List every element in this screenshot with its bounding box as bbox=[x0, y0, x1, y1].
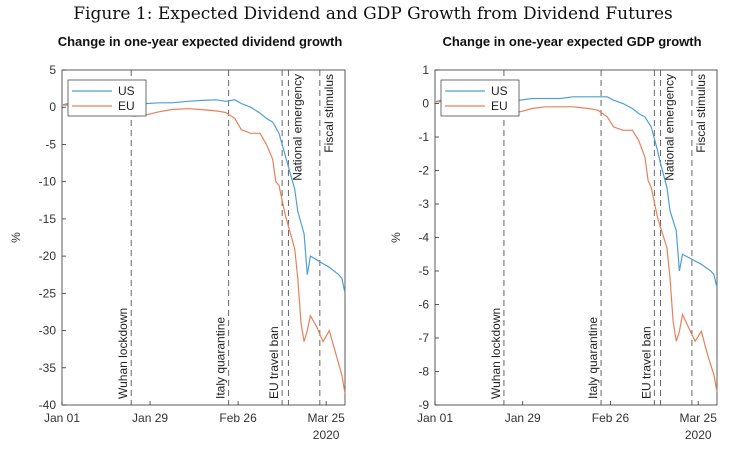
y-tick-label: -9 bbox=[418, 398, 429, 412]
y-tick-label: 0 bbox=[422, 97, 429, 111]
chart-title: Change in one-year expected dividend gro… bbox=[58, 34, 343, 49]
y-tick-label: -35 bbox=[39, 361, 57, 375]
chart-panel-1: Change in one-year expected dividend gro… bbox=[9, 34, 346, 442]
event-label: Fiscal stimulus bbox=[694, 74, 708, 153]
event-label: National emergency bbox=[663, 74, 677, 181]
legend-label-us: US bbox=[491, 84, 508, 98]
legend-label-eu: EU bbox=[491, 99, 508, 113]
figure-caption: Figure 1: Expected Dividend and GDP Grow… bbox=[73, 4, 673, 24]
x-tick-label: Feb 26 bbox=[592, 411, 630, 425]
event-label: Fiscal stimulus bbox=[322, 74, 336, 153]
y-tick-label: -15 bbox=[39, 212, 57, 226]
y-tick-label: 0 bbox=[49, 100, 56, 114]
y-tick-label: -10 bbox=[39, 175, 57, 189]
event-label: Italy quarantine bbox=[214, 317, 228, 399]
event-label: EU travel ban bbox=[639, 326, 653, 399]
y-tick-label: -5 bbox=[418, 264, 429, 278]
y-axis-label: % bbox=[389, 232, 403, 243]
x-tick-label: Jan 29 bbox=[132, 411, 168, 425]
chart-panel-2: Change in one-year expected GDP growth% 1… bbox=[389, 34, 718, 442]
x-tick-label: Jan 29 bbox=[505, 411, 541, 425]
y-tick-label: 5 bbox=[49, 63, 56, 77]
x-year-label: 2020 bbox=[685, 428, 712, 442]
event-label: National emergency bbox=[290, 74, 304, 181]
legend-box bbox=[440, 79, 520, 117]
y-tick-label: -30 bbox=[39, 324, 57, 338]
x-year-label: 2020 bbox=[313, 428, 340, 442]
y-tick-label: -6 bbox=[418, 298, 429, 312]
event-label: Wuhan lockdown bbox=[116, 308, 130, 399]
y-tick-label: -4 bbox=[418, 231, 429, 245]
y-tick-label: -8 bbox=[418, 365, 429, 379]
x-tick-label: Mar 25 bbox=[680, 411, 718, 425]
y-tick-label: -1 bbox=[418, 130, 429, 144]
y-axis-label: % bbox=[9, 232, 23, 243]
y-tick-label: -40 bbox=[39, 398, 57, 412]
event-label: Wuhan lockdown bbox=[489, 308, 503, 399]
x-tick-label: Feb 26 bbox=[219, 411, 257, 425]
chart-title: Change in one-year expected GDP growth bbox=[442, 34, 701, 49]
x-tick-label: Mar 25 bbox=[307, 411, 345, 425]
x-tick-label: Jan 01 bbox=[417, 411, 453, 425]
legend-box bbox=[67, 79, 147, 117]
legend-label-us: US bbox=[118, 84, 135, 98]
y-tick-label: 1 bbox=[422, 63, 429, 77]
plot-frame bbox=[61, 69, 346, 406]
y-tick-label: -7 bbox=[418, 331, 429, 345]
y-tick-label: -3 bbox=[418, 197, 429, 211]
event-label: EU travel ban bbox=[267, 326, 281, 399]
y-tick-label: -20 bbox=[39, 249, 57, 263]
y-tick-label: -5 bbox=[45, 137, 56, 151]
y-tick-label: -2 bbox=[418, 164, 429, 178]
legend-label-eu: EU bbox=[118, 99, 135, 113]
event-label: Italy quarantine bbox=[586, 317, 600, 399]
y-tick-label: -25 bbox=[39, 286, 57, 300]
x-tick-label: Jan 01 bbox=[44, 411, 80, 425]
